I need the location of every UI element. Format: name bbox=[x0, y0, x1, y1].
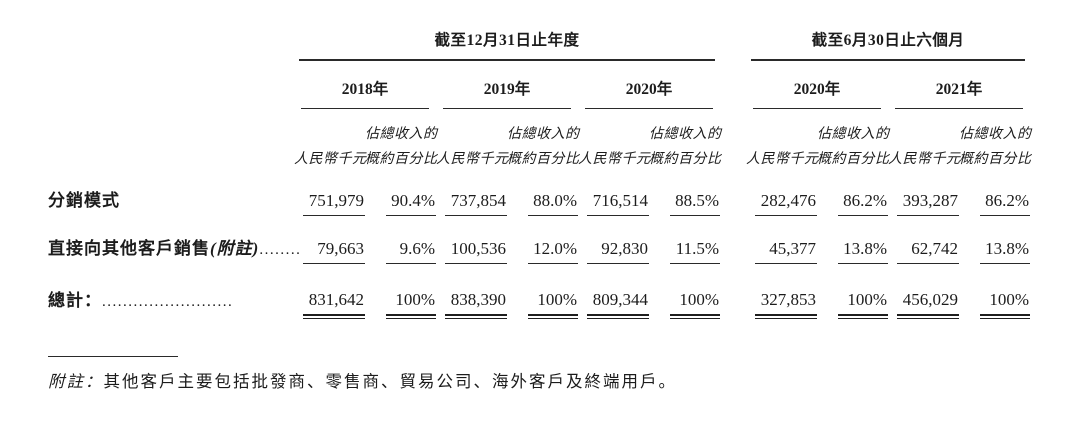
cell-value: 12.0% bbox=[528, 239, 578, 264]
cell-value: 716,514 bbox=[587, 191, 649, 216]
year-header-row: 2018年 2019年 2020年 2020年 2021年 bbox=[48, 61, 1030, 109]
year-2021-interim: 2021年 bbox=[895, 77, 1024, 109]
revenue-by-sales-model-table: 截至12月31日止年度 截至6月30日止六個月 2018年 2019年 2020… bbox=[48, 22, 1032, 319]
year-2020: 2020年 bbox=[585, 77, 714, 109]
rmb-thousand-label: 人民幣千元 bbox=[294, 152, 367, 167]
rmb-thousand-label: 人民幣千元 bbox=[746, 152, 819, 167]
row-label: 分銷模式 bbox=[48, 191, 120, 210]
stub-spacer bbox=[48, 22, 294, 61]
rmb-thousand-label: 人民幣千元 bbox=[436, 152, 509, 167]
cell-value: 88.5% bbox=[670, 191, 721, 216]
cell-value: 90.4% bbox=[386, 191, 436, 216]
pct-of-revenue-label: 佔總收入的 bbox=[649, 127, 722, 142]
total-value: 100% bbox=[670, 290, 721, 319]
total-value: 838,390 bbox=[445, 290, 507, 319]
total-value: 809,344 bbox=[587, 290, 649, 319]
cell-value: 9.6% bbox=[386, 239, 436, 264]
approx-pct-label: 概約百分比 bbox=[507, 152, 580, 167]
table-row-direct-sales: 直接向其他客戶銷售(附註)........ 79,663 9.6% 100,53… bbox=[48, 216, 1031, 264]
cell-value: 737,854 bbox=[445, 191, 507, 216]
total-value: 456,029 bbox=[897, 290, 960, 319]
cell-value: 88.0% bbox=[528, 191, 578, 216]
row-label: 總計：......................... bbox=[48, 291, 234, 310]
stub-spacer bbox=[48, 61, 294, 109]
total-value: 100% bbox=[838, 290, 889, 319]
footnote-prefix: 附註： bbox=[48, 372, 104, 391]
cell-value: 282,476 bbox=[755, 191, 818, 216]
year-2020-interim: 2020年 bbox=[753, 77, 882, 109]
cell-value: 45,377 bbox=[755, 239, 818, 264]
total-value: 327,853 bbox=[755, 290, 818, 319]
approx-pct-label: 概約百分比 bbox=[365, 152, 438, 167]
cell-value: 79,663 bbox=[303, 239, 365, 264]
year-2019: 2019年 bbox=[443, 77, 571, 109]
group-annual-title: 截至12月31日止年度 bbox=[299, 22, 716, 61]
approx-pct-label: 概約百分比 bbox=[817, 152, 890, 167]
approx-pct-label: 概約百分比 bbox=[959, 152, 1032, 167]
footnote: 附註：其他客戶主要包括批發商、零售商、貿易公司、海外客戶及終端用戶。 bbox=[48, 368, 1038, 392]
subheader-row-1: 佔總收入的 佔總收入的 佔總收入的 佔總收入的 佔總收入的 bbox=[48, 109, 1032, 143]
total-value: 100% bbox=[386, 290, 436, 319]
cell-value: 751,979 bbox=[303, 191, 365, 216]
period-group-header-row: 截至12月31日止年度 截至6月30日止六個月 bbox=[48, 22, 1030, 61]
pct-of-revenue-label: 佔總收入的 bbox=[817, 127, 890, 142]
table-row-total: 總計：......................... 831,642 100… bbox=[48, 264, 1031, 319]
subheader-row-2: 人民幣千元 概約百分比 人民幣千元 概約百分比 人民幣千元 概約百分比 人民幣千… bbox=[48, 143, 1032, 168]
approx-pct-label: 概約百分比 bbox=[649, 152, 722, 167]
cell-value: 100,536 bbox=[445, 239, 507, 264]
footnote-divider bbox=[48, 356, 178, 357]
pct-of-revenue-label: 佔總收入的 bbox=[365, 127, 438, 142]
row-label: 直接向其他客戶銷售(附註)........ bbox=[48, 239, 302, 258]
total-value: 831,642 bbox=[303, 290, 365, 319]
group-annual: 截至12月31日止年度 bbox=[294, 22, 720, 61]
cell-value: 86.2% bbox=[838, 191, 889, 216]
total-value: 100% bbox=[980, 290, 1031, 319]
group-interim: 截至6月30日止六個月 bbox=[746, 22, 1030, 61]
footnote-text: 其他客戶主要包括批發商、零售商、貿易公司、海外客戶及終端用戶。 bbox=[103, 372, 677, 391]
rmb-thousand-label: 人民幣千元 bbox=[578, 152, 651, 167]
pct-of-revenue-label: 佔總收入的 bbox=[959, 127, 1032, 142]
year-2018: 2018年 bbox=[301, 77, 429, 109]
cell-value: 393,287 bbox=[897, 191, 960, 216]
cell-value: 13.8% bbox=[980, 239, 1031, 264]
pct-of-revenue-label: 佔總收入的 bbox=[507, 127, 580, 142]
total-value: 100% bbox=[528, 290, 578, 319]
group-interim-title: 截至6月30日止六個月 bbox=[751, 22, 1026, 61]
cell-value: 86.2% bbox=[980, 191, 1031, 216]
cell-value: 92,830 bbox=[587, 239, 649, 264]
cell-value: 11.5% bbox=[670, 239, 721, 264]
rmb-thousand-label: 人民幣千元 bbox=[888, 152, 961, 167]
cell-value: 62,742 bbox=[897, 239, 960, 264]
cell-value: 13.8% bbox=[838, 239, 889, 264]
table-row-distribution-model: 分銷模式 751,979 90.4% 737,854 88.0% 716,514… bbox=[48, 168, 1031, 216]
group-gap bbox=[720, 22, 746, 61]
